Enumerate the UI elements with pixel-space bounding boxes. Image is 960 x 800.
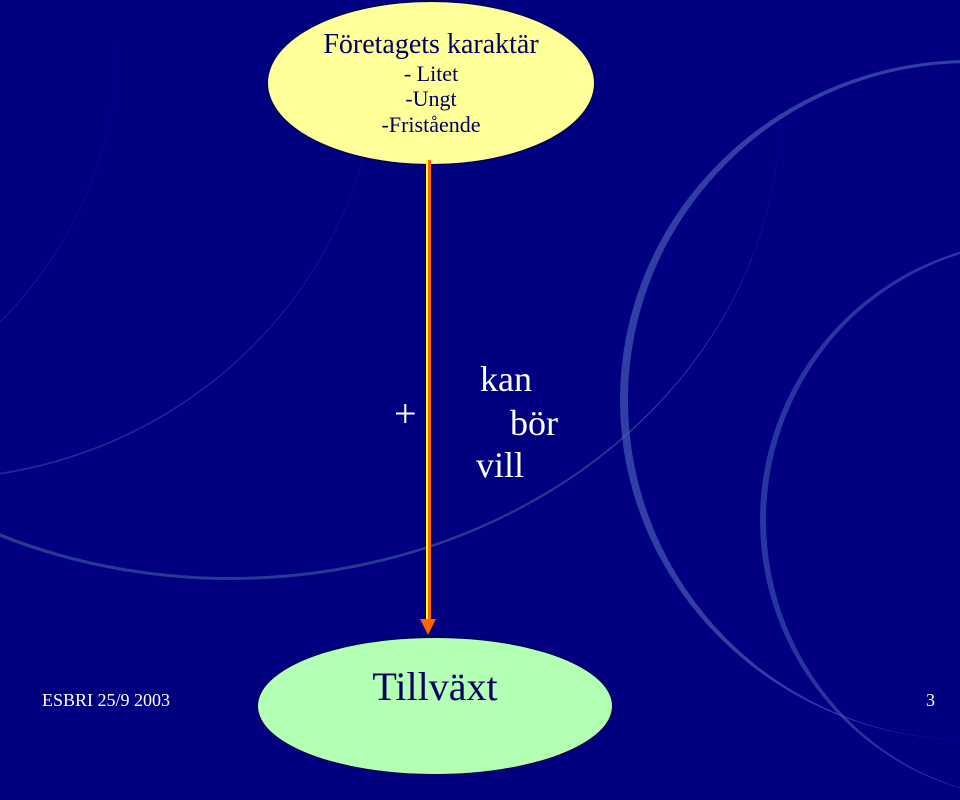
arrow-head (420, 619, 436, 635)
top-ellipse-item-1: -Ungt (405, 86, 456, 111)
bottom-ellipse-label: Tillväxt (372, 663, 497, 710)
bottom-ellipse: Tillväxt (256, 636, 614, 776)
word-bor: bör (510, 402, 558, 444)
word-kan: kan (480, 358, 532, 400)
top-ellipse-item-2: -Fristående (382, 112, 481, 137)
top-ellipse-item-0: - Litet (404, 61, 458, 86)
footer-text-left: ESBRI 25/9 2003 (42, 690, 170, 711)
arrow-line-right (428, 160, 431, 619)
top-ellipse: Företagets karaktär - Litet -Ungt -Frist… (266, 0, 596, 166)
footer-page-number: 3 (926, 690, 935, 711)
plus-sign: + (394, 390, 417, 437)
word-vill: vill (476, 444, 524, 486)
top-ellipse-title: Företagets karaktär (323, 29, 538, 61)
